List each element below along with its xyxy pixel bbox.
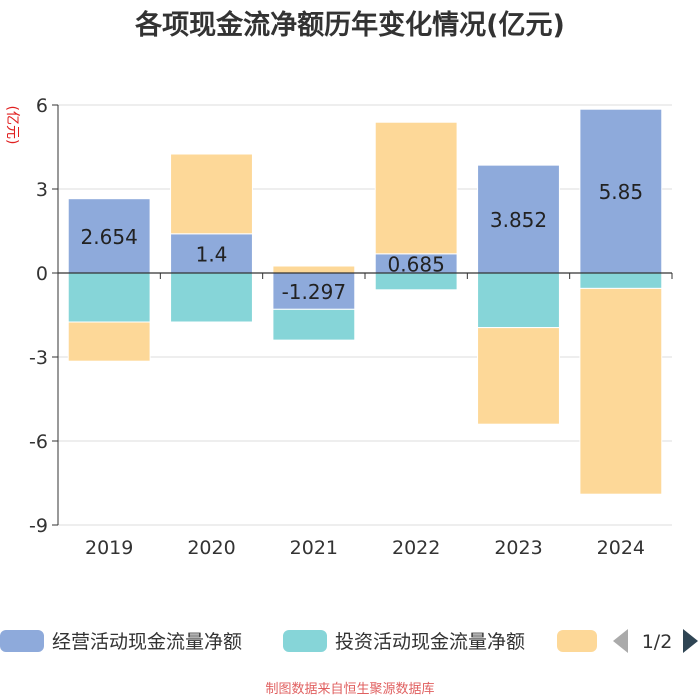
- bar-投资活动现金流量净额-2024: [579, 272, 663, 289]
- y-tick-label: -6: [29, 431, 48, 453]
- y-tick-label: -9: [29, 515, 48, 537]
- x-tick-label-2020: 2020: [187, 537, 235, 559]
- source-footnote: 制图数据来自恒生聚源数据库: [265, 681, 434, 697]
- bar-经营活动现金流量净额-2023: [477, 164, 560, 274]
- bar-筹资活动现金流量净额-2022: [374, 121, 458, 255]
- legend-next-arrow-icon[interactable]: [683, 629, 698, 653]
- bar-筹资活动现金流量净额-2020: [170, 153, 253, 235]
- data-label-2023: 3.852: [490, 208, 547, 232]
- data-label-2024: 5.85: [599, 180, 644, 204]
- legend-page-indicator: 1/2: [642, 631, 673, 653]
- x-tick-label-2023: 2023: [494, 537, 542, 559]
- legend-entry[interactable]: 经营活动现金流量净额: [52, 631, 242, 653]
- x-tick-label-2022: 2022: [392, 537, 440, 559]
- bar-投资活动现金流量净额-2020: [170, 272, 253, 323]
- bar-投资活动现金流量净额-2021: [272, 308, 356, 341]
- data-label-2021: -1.297: [282, 280, 346, 304]
- bar-筹资活动现金流量净额-2021: [272, 265, 356, 274]
- bar-筹资活动现金流量净额-2023: [477, 327, 560, 425]
- x-tick-label-2024: 2024: [597, 537, 645, 559]
- y-tick-label: -3: [29, 347, 48, 369]
- legend-entry[interactable]: 投资活动现金流量净额: [335, 631, 525, 653]
- legend-prev-arrow-icon[interactable]: [613, 629, 628, 653]
- bar-经营活动现金流量净额-2024: [579, 108, 663, 274]
- bar-经营活动现金流量净额-2021: [272, 272, 356, 310]
- bar-经营活动现金流量净额-2020: [170, 233, 253, 274]
- y-axis-label: (亿元): [4, 106, 20, 145]
- x-tick-label-2021: 2021: [290, 537, 338, 559]
- legend-swatch[interactable]: [0, 630, 44, 652]
- data-label-2020: 1.4: [196, 242, 228, 266]
- bar-筹资活动现金流量净额-2019: [67, 321, 151, 362]
- data-label-2019: 2.654: [81, 225, 138, 249]
- y-tick-label: 3: [36, 179, 48, 201]
- legend-swatch-partial[interactable]: [557, 630, 597, 652]
- data-label-2022: 0.685: [388, 252, 445, 276]
- bar-投资活动现金流量净额-2023: [477, 272, 560, 329]
- legend-swatch[interactable]: [283, 630, 327, 652]
- chart-title: 各项现金流净额历年变化情况(亿元): [134, 9, 565, 41]
- bar-投资活动现金流量净额-2019: [67, 272, 151, 323]
- bar-筹资活动现金流量净额-2024: [579, 287, 663, 495]
- x-tick-label-2019: 2019: [85, 537, 133, 559]
- y-tick-label: 6: [36, 95, 48, 117]
- y-tick-label: 0: [36, 263, 48, 285]
